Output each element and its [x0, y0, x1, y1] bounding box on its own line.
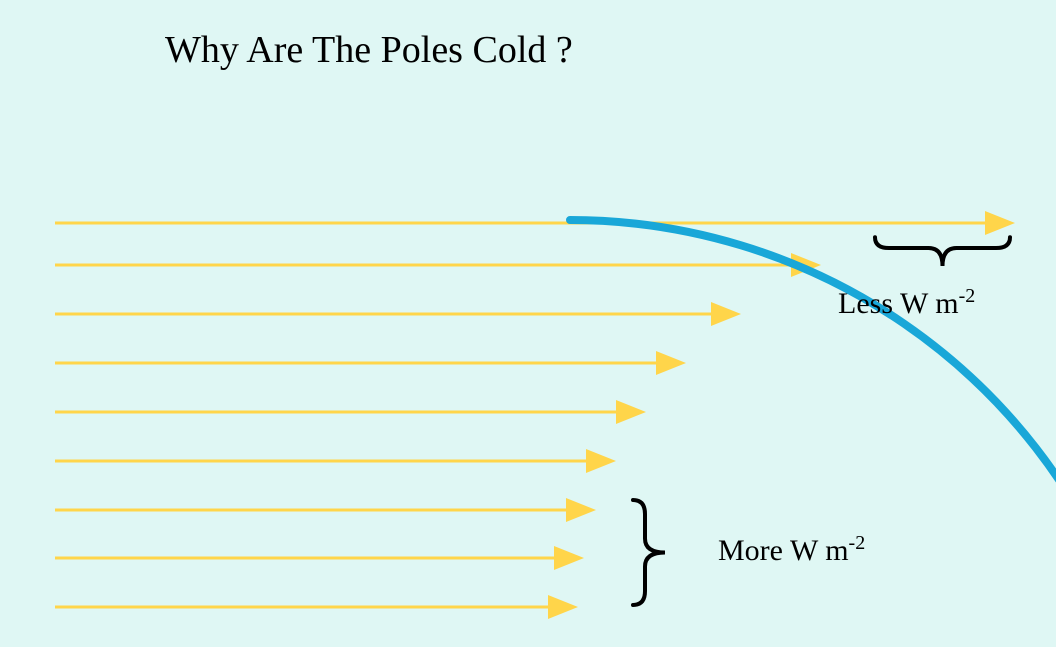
label-more-text: More W m: [718, 534, 849, 567]
label-less-text: Less W m: [838, 287, 959, 320]
label-more-wm2: More W m-2: [718, 532, 865, 568]
label-less-wm2: Less W m-2: [838, 285, 975, 321]
brace-bottom: [633, 500, 665, 605]
label-more-exponent: -2: [849, 532, 866, 554]
poles-diagram: [0, 0, 1056, 647]
brace-top: [875, 237, 1010, 266]
label-less-exponent: -2: [959, 285, 976, 307]
sun-rays: [55, 223, 1009, 607]
